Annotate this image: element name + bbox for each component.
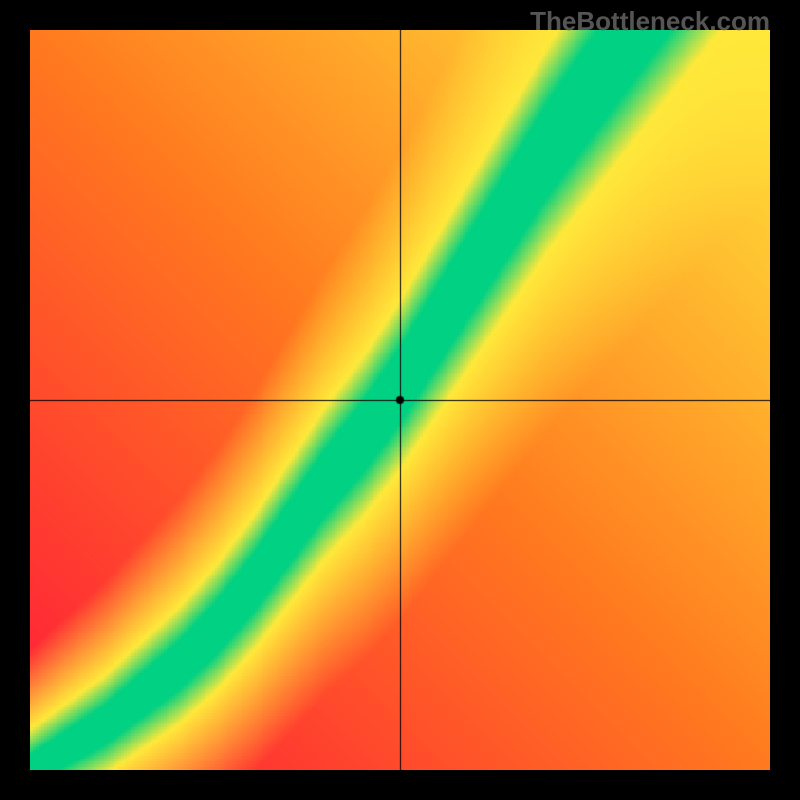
watermark-text: TheBottleneck.com <box>530 6 770 37</box>
bottleneck-heatmap <box>30 30 770 770</box>
chart-frame: TheBottleneck.com <box>0 0 800 800</box>
